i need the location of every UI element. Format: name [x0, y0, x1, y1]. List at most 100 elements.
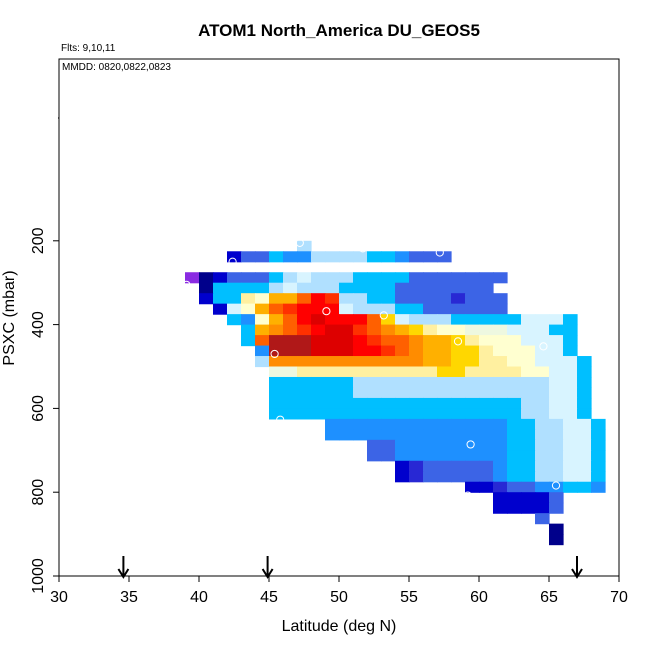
heatmap-cell: [423, 366, 438, 378]
heatmap-cell: [269, 408, 284, 420]
heatmap-cell: [409, 471, 424, 483]
heatmap-cell: [563, 366, 578, 378]
heatmap-cell: [549, 397, 564, 409]
observation-point: [295, 238, 304, 247]
heatmap-cell: [339, 397, 354, 409]
heatmap-cell: [479, 429, 494, 441]
heatmap-cell: [367, 282, 382, 294]
heatmap-cell: [549, 345, 564, 357]
y-tick-label: 800: [30, 479, 47, 506]
heatmap-cell: [269, 356, 284, 368]
heatmap-cell: [521, 471, 536, 483]
heatmap-cell: [297, 282, 312, 294]
heatmap-cell: [339, 418, 354, 430]
heatmap-cell: [437, 272, 452, 284]
flight-arrow-head: [261, 568, 274, 579]
heatmap-cell: [437, 450, 452, 462]
heatmap-cell: [269, 293, 284, 305]
x-tick-label: 45: [260, 589, 278, 606]
heatmap-cell: [409, 345, 424, 357]
heatmap-cell: [297, 251, 312, 263]
heatmap-cell: [535, 335, 550, 347]
observation-point: [341, 441, 351, 450]
heatmap-cell: [479, 397, 494, 409]
heatmap-cell: [409, 429, 424, 441]
heatmap-cell: [451, 356, 466, 368]
heatmap-cell: [563, 376, 578, 389]
heatmap-cell: [367, 418, 382, 430]
heatmap-cell: [241, 324, 256, 336]
heatmap-cell: [479, 450, 494, 462]
heatmap-cell: [353, 356, 368, 368]
heatmap-cell: [493, 376, 508, 389]
heatmap-cell: [535, 366, 550, 378]
heatmap-cell: [381, 335, 396, 347]
heatmap-cell: [465, 366, 480, 378]
heatmap-cell: [311, 397, 326, 409]
heatmap-cell: [549, 523, 564, 535]
heatmap-cell: [269, 397, 284, 409]
heatmap-cell: [311, 408, 326, 420]
heatmap-cell: [591, 418, 606, 430]
x-tick-label: 70: [610, 589, 628, 606]
y-axis: 200 400 600 800 1000: [30, 117, 60, 594]
heatmap-cell: [591, 450, 606, 462]
y-tick-label: 200: [30, 227, 47, 254]
heatmap-cell: [185, 272, 200, 284]
heatmap-cell: [283, 293, 298, 305]
heatmap-cell: [451, 460, 466, 472]
heatmap-cell: [381, 429, 396, 441]
heatmap-cell: [493, 387, 508, 399]
heatmap-cell: [409, 314, 424, 326]
heatmap-cell: [283, 345, 298, 357]
heatmap-cell: [395, 345, 410, 357]
heatmap-cell: [507, 460, 522, 472]
heatmap-cell: [283, 335, 298, 347]
heatmap-cell: [465, 314, 480, 326]
heatmap-cell: [283, 366, 298, 378]
heatmap-cell: [367, 293, 382, 305]
heatmap-cell: [437, 429, 452, 441]
heatmap-cell: [451, 397, 466, 409]
heatmap-cell: [521, 439, 536, 451]
heatmap-cell: [465, 471, 480, 483]
heatmap-cell: [535, 502, 550, 514]
heatmap-cell: [451, 324, 466, 336]
heatmap-cell: [269, 303, 284, 315]
heatmap-cell: [311, 314, 326, 326]
heatmap-cell: [325, 314, 340, 326]
heatmap-cell: [577, 387, 592, 399]
heatmap-cell: [395, 418, 410, 430]
heatmap-cell: [297, 397, 312, 409]
heatmap-cell: [507, 376, 522, 389]
heatmap-cell: [269, 314, 284, 326]
heatmap-cell: [367, 314, 382, 326]
heatmap-cell: [199, 272, 214, 284]
heatmap-cell: [563, 408, 578, 420]
heatmap-cell: [213, 282, 228, 294]
heatmap-cell: [353, 335, 368, 347]
heatmap-cell: [493, 366, 508, 378]
x-tick-label: 65: [540, 589, 558, 606]
heatmap-cell: [507, 335, 522, 347]
heatmap-cell: [367, 397, 382, 409]
heatmap-cell: [465, 481, 480, 493]
heatmap-cell: [479, 324, 494, 336]
heatmap-cell: [521, 492, 536, 504]
heatmap-cell: [241, 293, 256, 305]
heatmap-cell: [339, 335, 354, 347]
heatmap-cell: [535, 460, 550, 472]
flight-arrow-head: [571, 568, 583, 579]
heatmap-cell: [409, 272, 424, 284]
heatmap-cell: [479, 366, 494, 378]
heatmap-cell: [255, 335, 270, 347]
heatmap-cell: [549, 534, 564, 546]
heatmap-cell: [283, 387, 298, 399]
heatmap-cell: [549, 492, 564, 504]
heatmap-cell: [521, 376, 536, 389]
heatmap-cell: [465, 303, 480, 315]
heatmap-cell: [409, 303, 424, 315]
heatmap-cell: [423, 345, 438, 357]
heatmap-cell: [367, 429, 382, 441]
